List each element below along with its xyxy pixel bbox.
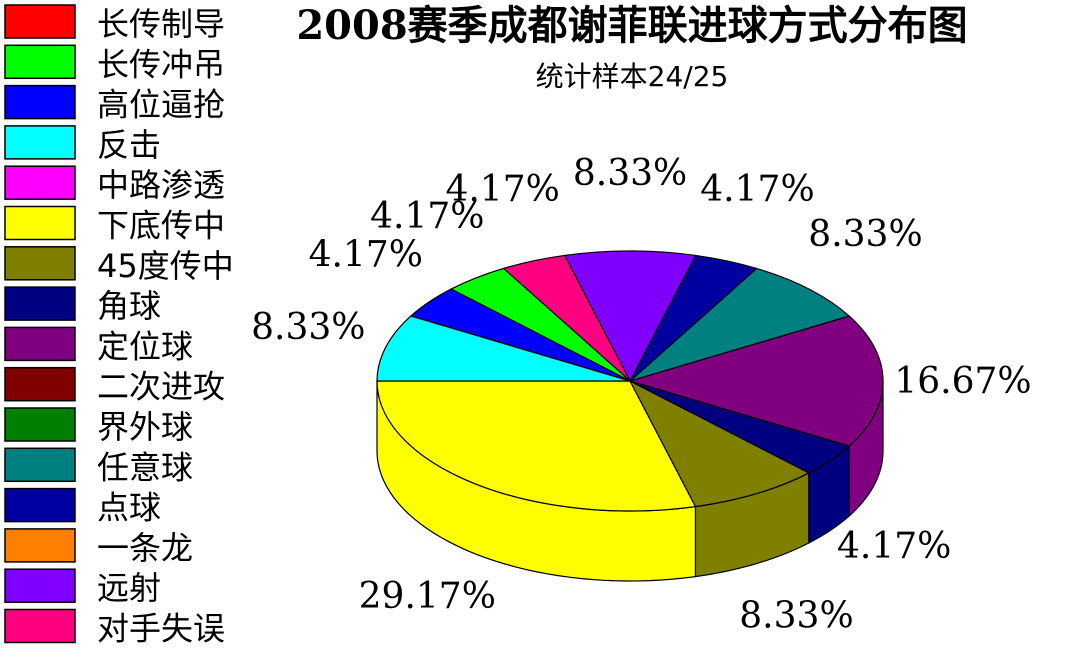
- legend-swatch: [4, 246, 76, 281]
- pie-slice: [629, 267, 851, 382]
- slice-label: 8.33%: [739, 596, 853, 637]
- legend-swatch: [4, 608, 76, 644]
- legend-swatch: [4, 447, 76, 483]
- legend-label: 任意球: [97, 448, 193, 486]
- legend-item: 界外球: [4, 407, 193, 446]
- legend-item: 定位球: [4, 326, 193, 365]
- legend-swatch: [4, 84, 76, 120]
- legend-swatch: [4, 568, 76, 603]
- chart-subtitle: 统计样本24/25: [536, 60, 729, 93]
- legend-item: 45度传中: [4, 246, 234, 285]
- legend-swatch: [4, 286, 76, 321]
- slice-label: 8.33%: [573, 153, 687, 194]
- legend-label: 长传制导: [97, 5, 225, 43]
- legend-swatch: [4, 165, 76, 200]
- legend-label: 对手失误: [97, 610, 225, 648]
- pie-top: [376, 250, 884, 512]
- legend-label: 长传冲吊: [97, 45, 225, 83]
- legend-label: 远射: [97, 569, 161, 607]
- slice-label: 4.17%: [445, 169, 559, 210]
- slice-label: 29.17%: [359, 576, 496, 617]
- legend-item: 任意球: [4, 447, 193, 486]
- pie-slice: [376, 380, 697, 512]
- legend-label: 45度传中: [97, 247, 234, 285]
- legend-swatch: [4, 487, 76, 523]
- slice-label: 4.17%: [837, 526, 951, 567]
- legend-label: 二次进攻: [97, 368, 225, 406]
- legend-label: 界外球: [97, 408, 193, 446]
- pie-labels: 29.17% 8.33%4.17%16.67%8.33%4.17%8.33%4.1…: [251, 153, 1031, 637]
- legend-item: 一条龙: [4, 528, 193, 567]
- slice-label: 4.17%: [370, 196, 484, 237]
- legend-swatch: [4, 326, 76, 362]
- legend-label: 定位球: [97, 327, 193, 365]
- legend-label: 下底传中: [97, 207, 225, 245]
- legend-label: 角球: [97, 287, 161, 325]
- legend-label: 中路渗透: [97, 166, 225, 204]
- legend-label: 反击: [97, 126, 161, 164]
- legend-item: 二次进攻: [4, 366, 225, 406]
- legend-swatch: [4, 205, 76, 241]
- legend-item: 长传冲吊: [4, 44, 225, 83]
- legend-item: 中路渗透: [4, 165, 225, 204]
- chart-title: 2008赛季成都谢菲联进球方式分布图: [296, 2, 967, 49]
- slice-label: 16.67%: [894, 361, 1031, 402]
- legend-item: 对手失误: [4, 608, 225, 648]
- slice-label: 8.33%: [808, 214, 922, 255]
- pie-slice: [627, 315, 884, 447]
- legend-swatch: [4, 407, 76, 442]
- legend-swatch: [4, 125, 76, 160]
- legend-item: 长传制导: [4, 4, 225, 43]
- slice-label: 8.33%: [251, 307, 365, 348]
- legend-item: 反击: [4, 125, 161, 164]
- legend-item: 下底传中: [4, 205, 225, 245]
- legend-swatch: [4, 44, 76, 80]
- legend-label: 一条龙: [97, 529, 193, 567]
- legend-swatch: [4, 4, 76, 39]
- slice-label: 4.17%: [309, 234, 423, 275]
- legend-label: 点球: [97, 489, 161, 527]
- pie-slice: [628, 379, 811, 508]
- pie-slice: [376, 315, 631, 382]
- legend: 长传制导长传冲吊高位逼抢反击中路渗透下底传中45度传中角球定位球二次进攻界外球任…: [4, 4, 234, 648]
- pie-slice: [563, 250, 697, 383]
- legend-item: 点球: [4, 487, 161, 527]
- legend-item: 角球: [4, 286, 161, 325]
- pie-sides: [376, 380, 884, 582]
- slice-label: 4.17%: [700, 169, 814, 210]
- legend-label: 高位逼抢: [97, 86, 225, 124]
- legend-item: 高位逼抢: [4, 84, 225, 124]
- legend-item: 远射: [4, 568, 161, 607]
- legend-swatch: [4, 366, 76, 402]
- legend-swatch: [4, 528, 76, 563]
